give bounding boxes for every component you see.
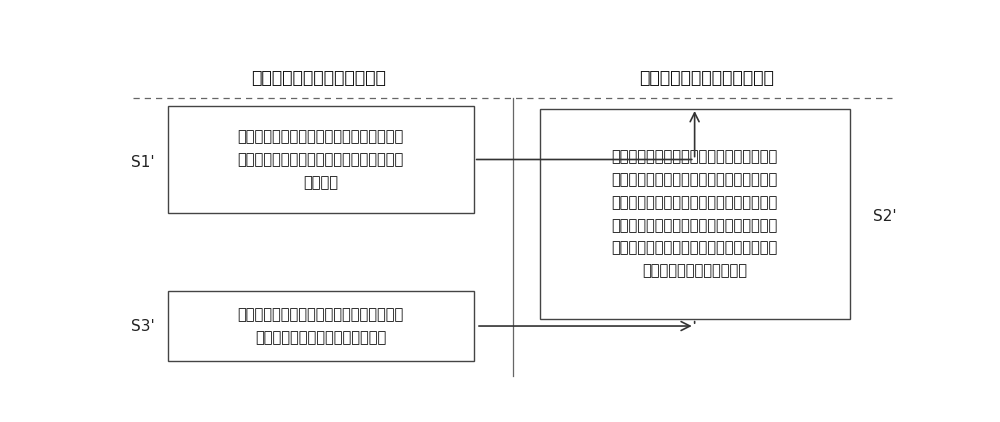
Text: S3': S3' bbox=[131, 319, 154, 334]
Text: 根据所获取的位置信息确定是否对应停车场
的位置信息，若是，则根据所保存的各导航
终端的手机号、当前是否活跃等标识信息，
将包含所述停车场的位置信息的停车位信息
: 根据所获取的位置信息确定是否对应停车场 的位置信息，若是，则根据所保存的各导航 … bbox=[612, 149, 778, 279]
Text: S2': S2' bbox=[873, 209, 896, 224]
Bar bbox=[168, 291, 474, 361]
Text: S1': S1' bbox=[131, 155, 154, 170]
Bar bbox=[540, 109, 850, 319]
Text: 选取导航目的地附近各停车场中由其他用户
所分享的停车位信息，并予以提示: 选取导航目的地附近各停车场中由其他用户 所分享的停车位信息，并予以提示 bbox=[238, 307, 404, 345]
Text: 位于导航终端第一分享子系统: 位于导航终端第一分享子系统 bbox=[251, 69, 386, 87]
Text: 位于服务端的第二分享子系统: 位于服务端的第二分享子系统 bbox=[639, 69, 774, 87]
Text: 基于用户对导航终端的操作，获取所述导航
终端当前的位置信息，并发送给所述第二分
享子系统: 基于用户对导航终端的操作，获取所述导航 终端当前的位置信息，并发送给所述第二分 … bbox=[238, 129, 404, 190]
Bar bbox=[168, 106, 474, 213]
